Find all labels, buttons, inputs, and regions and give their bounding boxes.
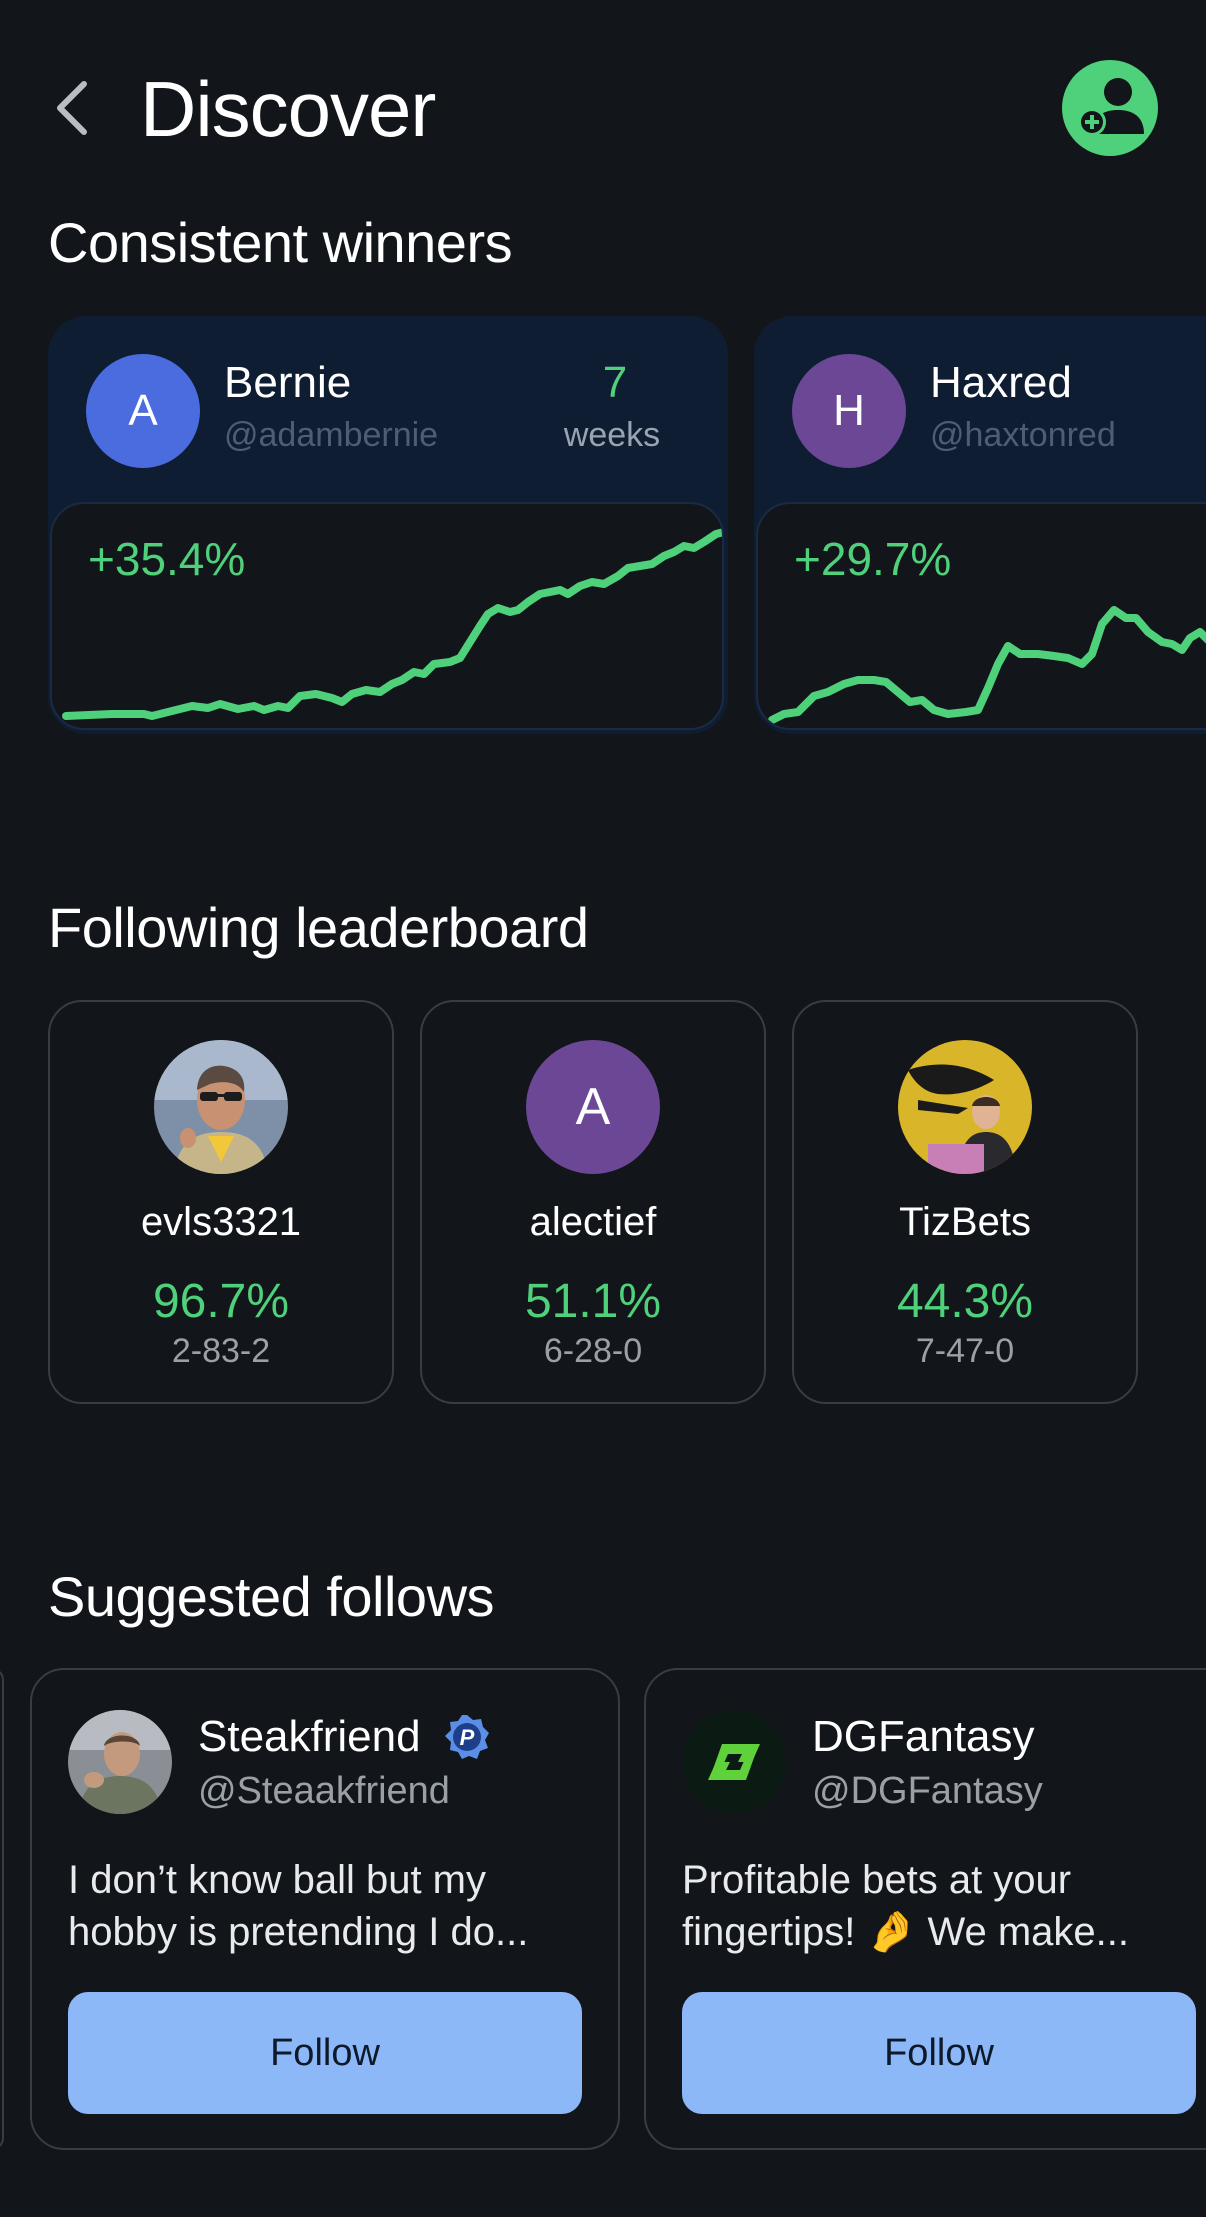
- suggested-name: Steakfriend: [198, 1712, 421, 1761]
- add-friend-button[interactable]: [1062, 60, 1158, 156]
- suggested-name: DGFantasy: [812, 1712, 1035, 1761]
- page-title: Discover: [140, 65, 436, 153]
- winner-name: Haxred: [930, 358, 1072, 407]
- suggested-card-dgfantasy[interactable]: DGFantasy @DGFantasy Profitable bets at …: [644, 1668, 1206, 2150]
- leaderboard-record: 2-83-2: [171, 1332, 271, 1370]
- section-title-following-leaderboard: Following leaderboard: [48, 896, 589, 959]
- suggested-handle: @Steaakfriend: [198, 1770, 450, 1812]
- leaderboard-record: 7-47-0: [915, 1332, 1015, 1370]
- leaderboard-percentage: 44.3%: [896, 1275, 1034, 1328]
- user-photo-icon: [898, 1040, 1032, 1174]
- chevron-left-icon: [57, 81, 87, 135]
- avatar: [682, 1710, 786, 1814]
- user-photo-icon: [154, 1040, 288, 1174]
- sparkline-line: [768, 606, 1206, 724]
- leaderboard-percentage: 51.1%: [524, 1275, 662, 1328]
- sparkline-line: [62, 528, 722, 720]
- avatar: A: [86, 354, 200, 468]
- leaderboard-card-tizbets[interactable]: TizBets 44.3% 7-47-0: [792, 1000, 1138, 1404]
- avatar: [154, 1040, 288, 1174]
- gain-percentage: +35.4%: [88, 533, 246, 585]
- person-add-icon: [1078, 78, 1144, 136]
- back-button[interactable]: [50, 76, 94, 140]
- winner-handle: @haxtonred: [930, 416, 1116, 454]
- leaderboard-name: TizBets: [899, 1200, 1031, 1244]
- suggested-card-partial[interactable]: [0, 1668, 4, 2150]
- weeks-label: weeks: [563, 416, 661, 454]
- leaderboard-name: alectief: [529, 1200, 657, 1244]
- verified-p-badge-icon: P: [444, 1714, 490, 1760]
- performance-chart: +35.4%: [50, 502, 724, 730]
- leaderboard-name: evls3321: [140, 1200, 302, 1244]
- leaderboard-percentage: 96.7%: [152, 1275, 290, 1328]
- weeks-count: 7: [602, 358, 628, 407]
- svg-text:P: P: [460, 1725, 475, 1750]
- suggested-card-steakfriend[interactable]: Steakfriend P @Steaakfriend I don’t know…: [30, 1668, 620, 2150]
- winner-card-bernie[interactable]: A Bernie @adambernie 7 weeks +35.4%: [48, 316, 728, 734]
- avatar: [898, 1040, 1032, 1174]
- suggested-bio: Profitable bets at your fingertips! 🤌 We…: [682, 1858, 1129, 1954]
- user-photo-icon: [68, 1710, 172, 1814]
- performance-chart: +29.7%: [756, 502, 1206, 730]
- dgfantasy-logo-icon: [682, 1710, 786, 1814]
- gain-percentage: +29.7%: [794, 533, 952, 585]
- winner-name: Bernie: [224, 358, 352, 407]
- avatar: H: [792, 354, 906, 468]
- avatar: [68, 1710, 172, 1814]
- section-title-consistent-winners: Consistent winners: [48, 211, 513, 274]
- leaderboard-card-alectief[interactable]: A alectief 51.1% 6-28-0: [420, 1000, 766, 1404]
- winner-card-haxred[interactable]: H Haxred @haxtonred +29.7%: [754, 316, 1206, 734]
- leaderboard-record: 6-28-0: [543, 1332, 643, 1370]
- suggested-handle: @DGFantasy: [812, 1770, 1043, 1812]
- follow-button[interactable]: Follow: [682, 1992, 1196, 2114]
- follow-button[interactable]: Follow: [68, 1992, 582, 2114]
- leaderboard-card-evls3321[interactable]: evls3321 96.7% 2-83-2: [48, 1000, 394, 1404]
- avatar: A: [526, 1040, 660, 1174]
- section-title-suggested-follows: Suggested follows: [48, 1565, 495, 1628]
- winner-handle: @adambernie: [224, 416, 439, 454]
- suggested-bio: I don’t know ball but my hobby is preten…: [68, 1858, 529, 1954]
